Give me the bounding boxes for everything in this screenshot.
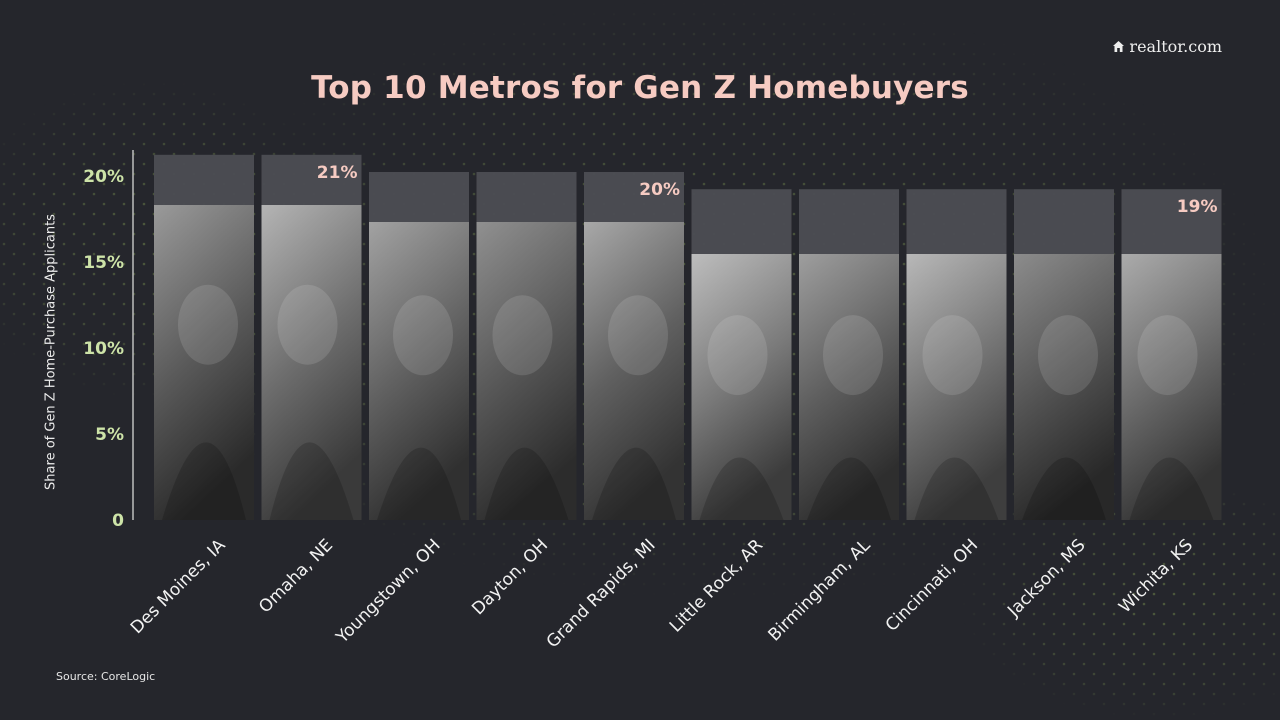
bar-value-label: 20% (639, 180, 680, 200)
bar-portrait-photo (476, 222, 577, 520)
bar-cap (691, 189, 792, 254)
house-icon (1113, 41, 1125, 52)
bar-cap (584, 172, 684, 222)
portrait-shoulders-shape (807, 457, 891, 520)
y-tick-label: 15% (83, 253, 124, 273)
y-tick-label: 20% (83, 167, 124, 187)
bar-portrait-photo (584, 222, 684, 520)
x-category-label: Omaha, NE (255, 535, 337, 617)
x-category-label: Birmingham, AL (765, 535, 875, 645)
bar-cap (369, 172, 469, 222)
x-category-label: Des Moines, IA (127, 535, 230, 638)
x-category-label: Cincinnati, OH (882, 535, 982, 635)
chart-title: Top 10 Metros for Gen Z Homebuyers (311, 70, 969, 106)
x-category-label: Youngstown, OH (332, 535, 445, 648)
y-tick-label: 10% (83, 339, 124, 359)
x-category-label: Little Rock, AR (666, 535, 767, 636)
portrait-face-shape (608, 295, 668, 376)
portrait-shoulders-shape (914, 457, 999, 520)
portrait-face-shape (277, 284, 338, 365)
y-tick-label: 5% (95, 425, 124, 445)
portrait-face-shape (1137, 315, 1198, 396)
portrait-shoulders-shape (269, 442, 354, 520)
portrait-face-shape (1038, 315, 1098, 396)
bar-cap (1014, 189, 1114, 254)
portrait-face-shape (707, 315, 768, 396)
bar-cap (154, 154, 254, 205)
bar-portrait-photo (906, 254, 1007, 520)
bar-portrait-photo (691, 254, 792, 520)
portrait-face-shape (922, 315, 983, 396)
y-tick-label: 0 (112, 511, 124, 531)
portrait-shoulders-shape (484, 447, 569, 520)
bar-portrait-photo (799, 254, 899, 520)
bar-cap (476, 172, 577, 222)
x-category-label: Jackson, MS (1003, 535, 1089, 621)
brand-name: realtor.com (1129, 37, 1222, 56)
bar-cap (906, 189, 1007, 254)
portrait-shoulders-shape (1129, 457, 1214, 520)
portrait-shoulders-shape (162, 442, 246, 520)
bar-cap (799, 189, 899, 254)
portrait-face-shape (492, 295, 553, 376)
portrait-face-shape (393, 295, 453, 376)
portrait-shoulders-shape (1022, 457, 1106, 520)
bar-portrait-photo (1014, 254, 1114, 520)
bar-portrait-photo (154, 205, 254, 520)
bar-portrait-photo (261, 205, 362, 520)
source-note: Source: CoreLogic (56, 670, 156, 683)
portrait-shoulders-shape (377, 447, 461, 520)
x-category-label: Dayton, OH (468, 535, 552, 619)
bar-value-label: 19% (1177, 197, 1218, 217)
portrait-face-shape (823, 315, 883, 396)
x-category-label: Grand Rapids, MI (543, 535, 660, 652)
portrait-shoulders-shape (699, 457, 784, 520)
bar-cap (1121, 189, 1222, 254)
realtor-logo: realtor.com (1112, 37, 1222, 56)
x-category-label: Wichita, KS (1115, 535, 1197, 617)
bar-portrait-photo (369, 222, 469, 520)
portrait-face-shape (178, 284, 238, 365)
bar-portrait-photo (1121, 254, 1222, 520)
bar-value-label: 21% (317, 163, 358, 183)
bar-cap (261, 154, 362, 205)
portrait-shoulders-shape (592, 447, 676, 520)
